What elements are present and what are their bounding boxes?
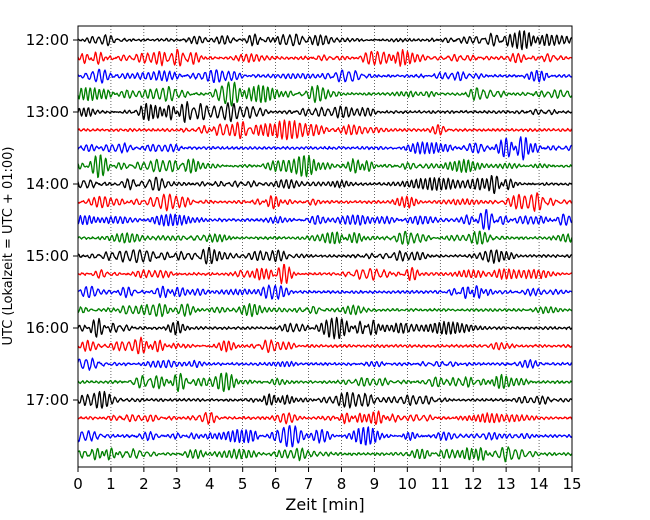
seismic-trace — [77, 175, 573, 195]
seismic-traces — [77, 30, 573, 463]
seismic-trace — [77, 246, 573, 265]
y-tick-label: 16:00 — [26, 319, 69, 337]
y-tick-label: 17:00 — [26, 391, 69, 409]
seismic-trace — [77, 119, 573, 141]
seismic-trace — [77, 209, 573, 231]
plot-frame — [77, 25, 573, 468]
seismic-trace — [77, 68, 573, 84]
y-tick-label: 12:00 — [26, 31, 69, 49]
x-tick-label: 10 — [398, 475, 417, 493]
x-tick-label: 5 — [238, 475, 248, 493]
seismic-trace — [77, 101, 573, 124]
seismic-trace — [77, 410, 573, 425]
x-tick-label: 15 — [562, 475, 581, 493]
seismic-trace — [77, 284, 573, 300]
x-tick-label: 6 — [271, 475, 281, 493]
y-axis-title: UTC (Lokalzeit = UTC + 01:00) — [1, 147, 16, 346]
seismic-trace — [77, 303, 573, 318]
x-tick-label: 12 — [464, 475, 483, 493]
seismic-trace — [77, 336, 573, 355]
seismic-trace — [77, 48, 572, 67]
x-tick-label: 8 — [337, 475, 347, 493]
plot-area — [78, 26, 572, 467]
y-tick-label: 14:00 — [26, 175, 69, 193]
y-tick-label: 13:00 — [26, 103, 69, 121]
seismic-trace — [77, 390, 573, 409]
x-tick-label: 2 — [139, 475, 149, 493]
x-axis-title: Zeit [min] — [285, 495, 364, 514]
seismic-trace — [77, 316, 573, 340]
seismic-trace — [77, 30, 572, 51]
x-tick-label: 14 — [530, 475, 549, 493]
seismic-trace — [77, 372, 573, 393]
x-tick-label: 13 — [497, 475, 516, 493]
seismic-trace — [77, 192, 572, 212]
seismic-trace — [77, 230, 573, 245]
x-tick-label: 3 — [172, 475, 182, 493]
seismic-trace — [77, 263, 573, 285]
seismic-trace — [77, 357, 572, 371]
x-tick-label: 1 — [106, 475, 116, 493]
x-tick-label: 9 — [370, 475, 380, 493]
x-axis-ticks: 0 1 2 3 4 5 6 7 8 9 10 11 12 13 14 15 — [73, 467, 582, 493]
seismic-trace — [77, 81, 573, 107]
seismic-trace — [77, 154, 573, 179]
x-tick-label: 4 — [205, 475, 215, 493]
x-tick-label: 7 — [304, 475, 314, 493]
y-tick-label: 15:00 — [26, 247, 69, 265]
seismic-trace — [77, 136, 573, 161]
y-axis-ticks: 12:00 13:00 14:00 15:00 16:00 17:00 — [26, 31, 78, 409]
seismic-trace — [77, 425, 573, 448]
x-tick-label: 0 — [73, 475, 83, 493]
seismic-trace — [77, 446, 573, 463]
x-tick-label: 11 — [431, 475, 450, 493]
